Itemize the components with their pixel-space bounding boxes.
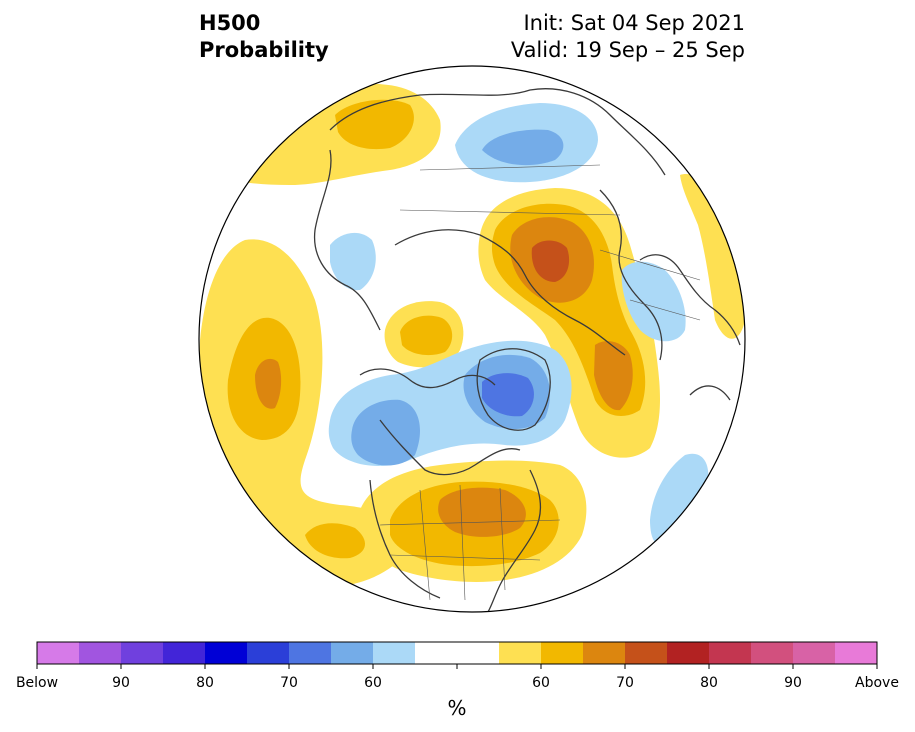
title-right: Init: Sat 04 Sep 2021 Valid: 19 Sep – 25… [511,10,745,64]
colorbar-units: % [447,696,467,720]
coast-canada [379,419,521,476]
coast-greenland [476,348,551,431]
coast-usa-east [487,469,542,612]
anomaly-deep-orange-west [255,358,282,409]
globe-background [199,66,745,612]
colorbar-cell [121,642,164,664]
colorbar-cell [625,642,668,664]
colorbar-cell [751,642,794,664]
anomaly-deep-orange-east [594,341,633,411]
colorbar-tick-label: 80 [196,675,214,691]
anomaly-yellow-east [680,174,745,339]
anomaly-deep-orange-usa [438,487,526,537]
anomaly-blue-north [482,129,564,166]
colorbar-cell [289,642,332,664]
title-valid: Valid: 19 Sep – 25 Sep [510,38,745,62]
coast-arctic-russia [394,229,626,356]
anomaly-orange-sw [305,523,366,559]
anomaly-lightblue-europe [621,261,686,342]
anomaly-orange-pole [400,315,453,356]
colorbar-tick-label: 70 [280,675,298,691]
colorbar-cell [373,642,416,664]
border-9 [399,209,621,216]
coast-africa [689,385,731,401]
colorbar-tick-label: 90 [112,675,130,691]
border-8 [419,164,601,171]
colorbar-cell [499,642,542,664]
colorbar-cell [205,642,248,664]
anomaly-red-asia [531,240,570,282]
anomaly-blue-canada [351,399,420,466]
border-3 [459,484,466,601]
title-left: H500 Probability [199,10,329,64]
colorbar-tick-label: 60 [532,675,550,691]
colorbar-cell [541,642,584,664]
anomaly-darkblue-greenland [482,373,534,417]
globe-outline [198,65,746,613]
colorbar-cell [793,642,836,664]
colorbar-cell [415,642,458,664]
colorbar-tick-label: 80 [700,675,718,691]
coast-asia-north [329,88,666,176]
colorbar-cell [583,642,626,664]
colorbar-cell [709,642,752,664]
colorbar-cell [835,642,878,664]
colorbar-cell [79,642,122,664]
border-7 [629,299,701,321]
border-4 [499,487,506,591]
colorbar-tick-label: 70 [616,675,634,691]
anomaly-shading [199,84,745,586]
colorbar-cell [457,642,500,664]
coast-kamchatka [313,149,381,331]
polar-map [198,65,746,613]
colorbar-cell [667,642,710,664]
border-6 [599,249,701,281]
border-2 [419,489,431,601]
anomaly-lightblue-atlantic [650,453,709,546]
colorbar-tick-label: 60 [364,675,382,691]
colorbar-tick-label: Below [15,675,59,691]
colorbar-tick-label: Above [855,675,899,691]
border-1 [379,519,561,526]
colorbar-cell [247,642,290,664]
coast-europe [639,254,741,346]
colorbar-cell [163,642,206,664]
borders [379,164,701,601]
colorbar-ticks [36,664,878,669]
colorbar-tick-label: 90 [784,675,802,691]
border-5 [389,554,541,561]
title-metric: Probability [199,38,329,62]
colorbar-cell [37,642,80,664]
title-init: Init: Sat 04 Sep 2021 [523,11,745,35]
colorbar [36,641,878,669]
title-variable: H500 [199,11,261,35]
colorbar-cell [331,642,374,664]
anomaly-lightblue-alaska [330,232,376,291]
colorbar-cells [37,642,878,664]
